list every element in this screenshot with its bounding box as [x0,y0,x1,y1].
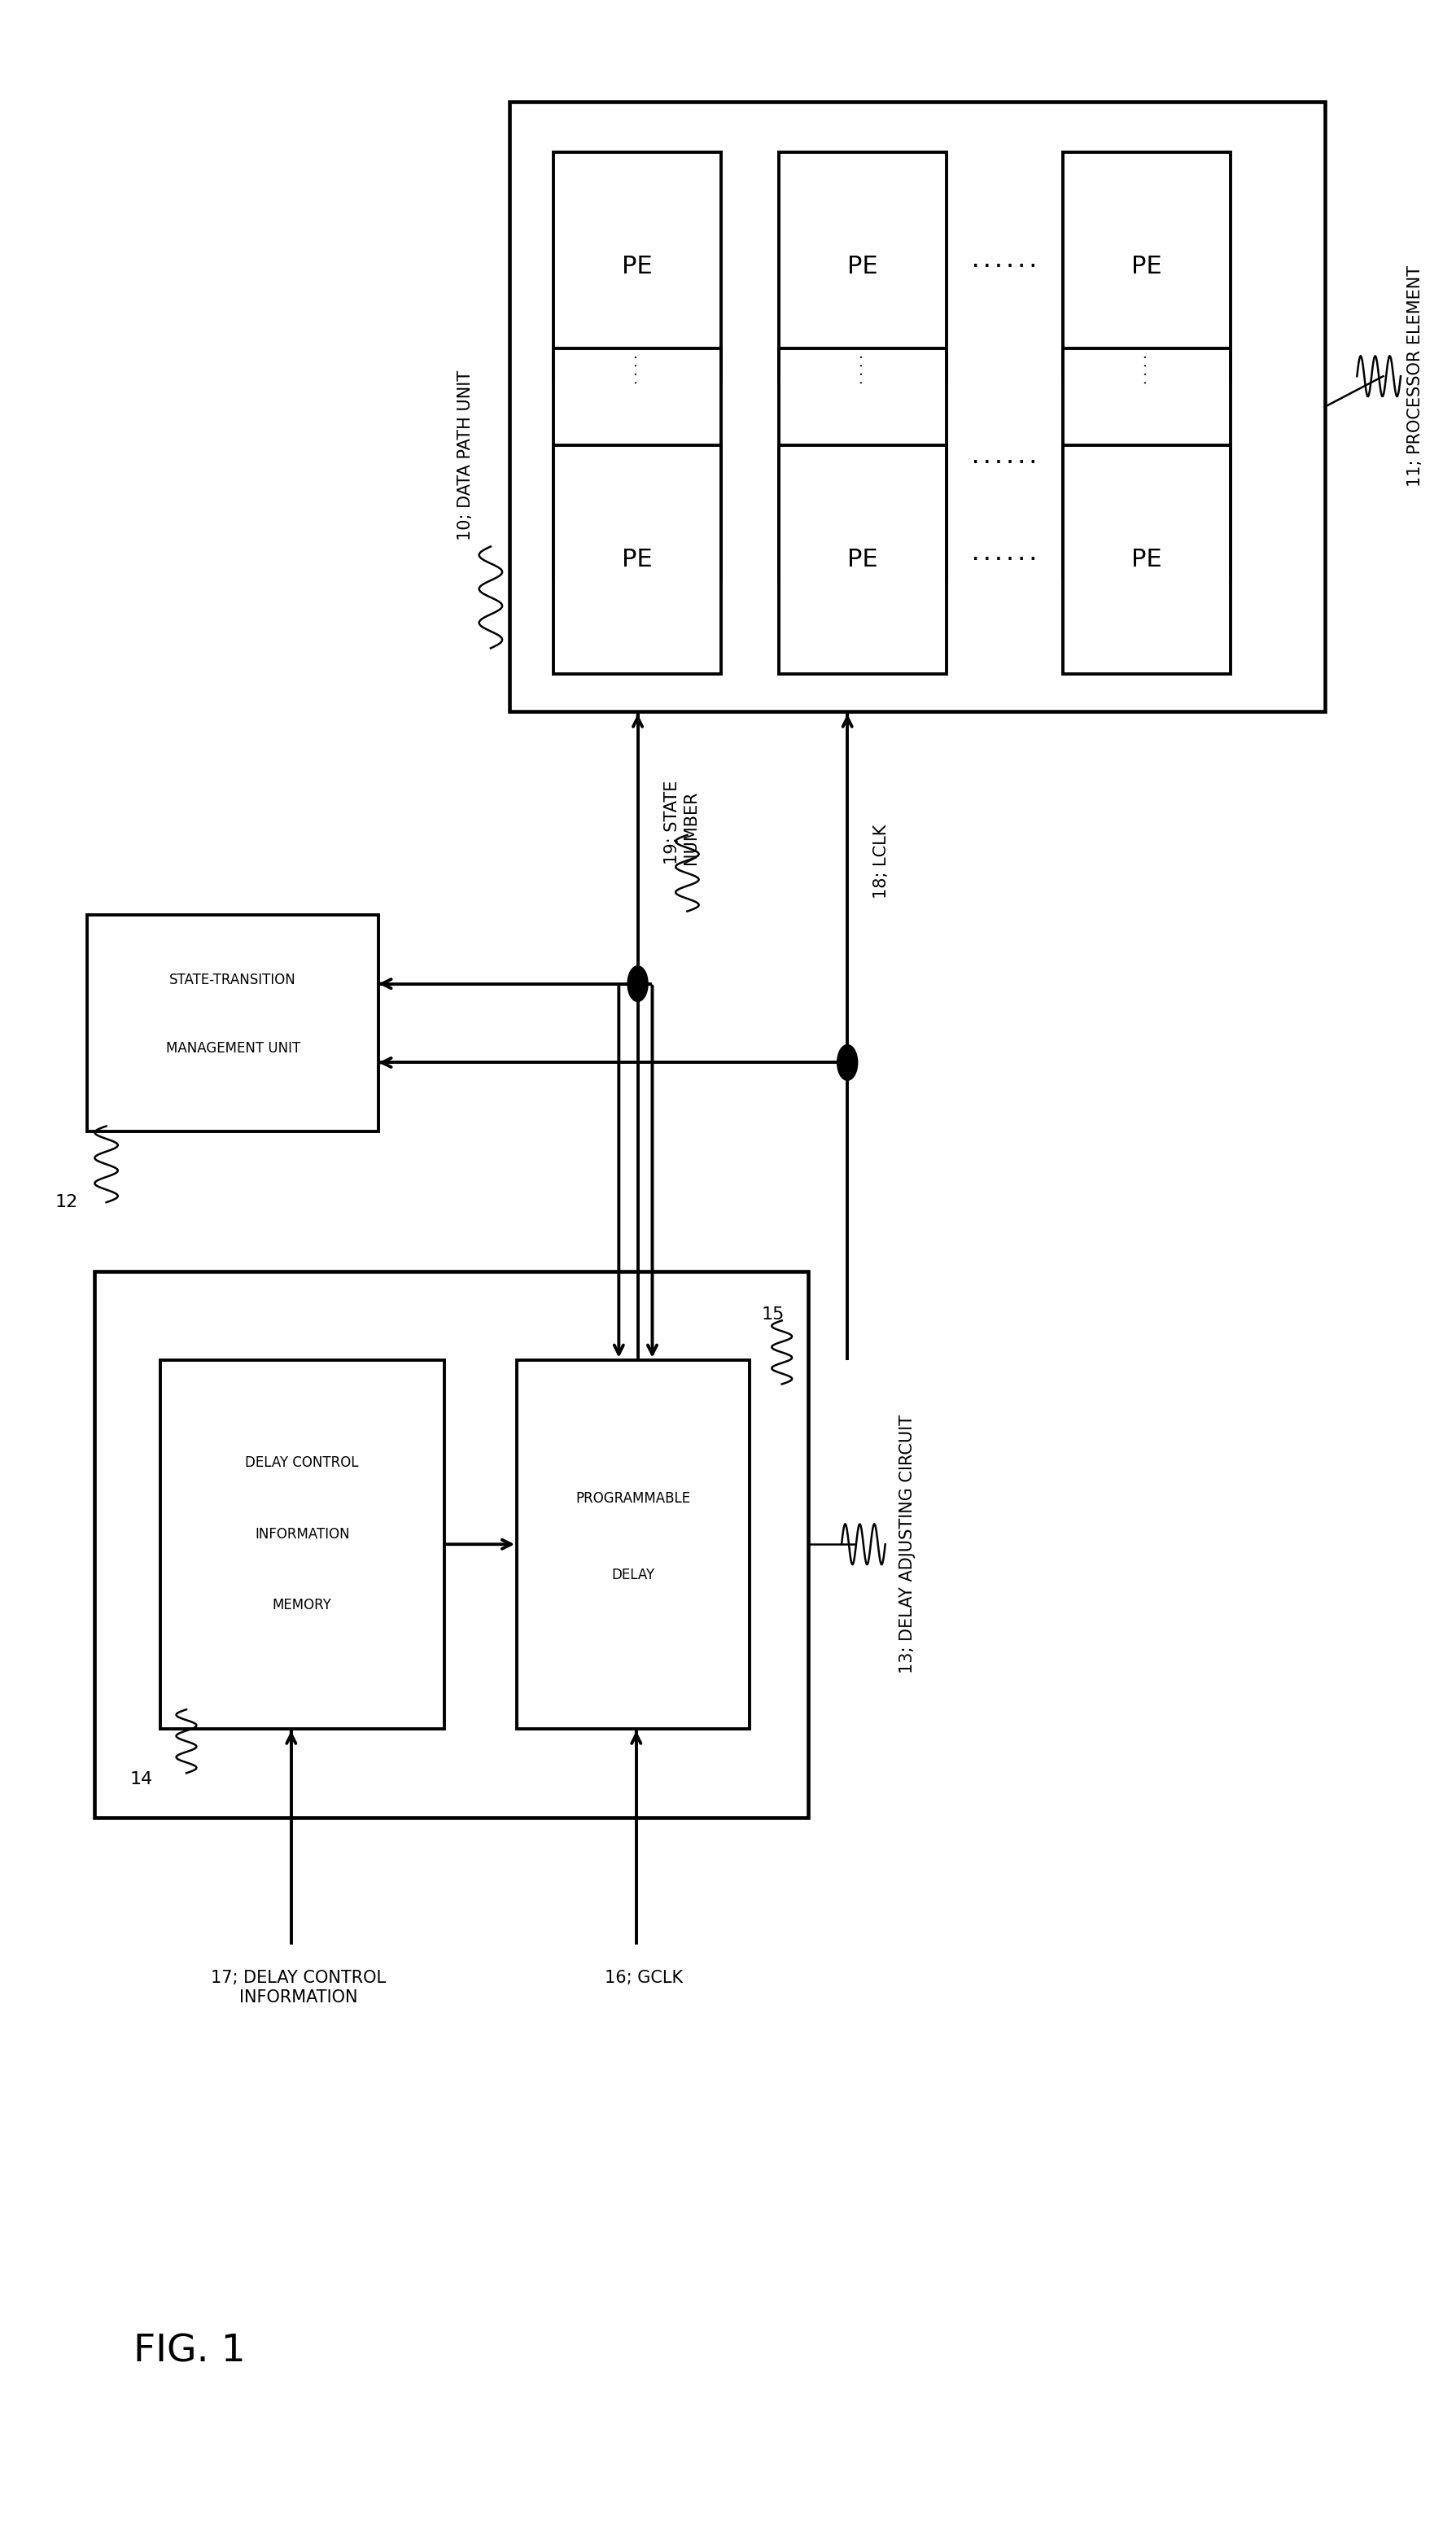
Text: PE: PE [847,547,878,572]
Text: MEMORY: MEMORY [272,1599,332,1612]
Text: · · · · ·: · · · · · [855,346,871,384]
Circle shape [837,1045,858,1080]
Text: 13; DELAY ADJUSTING CIRCUIT: 13; DELAY ADJUSTING CIRCUIT [898,1416,916,1673]
Text: DELAY CONTROL: DELAY CONTROL [246,1457,358,1469]
Text: PE: PE [847,254,878,280]
Text: 15: 15 [761,1307,785,1322]
Text: PE: PE [847,450,878,475]
Bar [553,445,721,674]
Text: 14: 14 [130,1772,153,1787]
Text: DELAY: DELAY [612,1568,655,1581]
Text: PE: PE [622,450,652,475]
Text: · · · · · ·: · · · · · · [973,455,1037,470]
Text: · · · · · ·: · · · · · · [973,552,1037,567]
Text: PE: PE [622,547,652,572]
Bar [95,1271,808,1818]
Text: 12: 12 [55,1195,79,1210]
Text: MANAGEMENT UNIT: MANAGEMENT UNIT [166,1042,300,1055]
Bar [779,445,946,674]
Text: · · · · · ·: · · · · · · [973,259,1037,275]
Text: INFORMATION: INFORMATION [255,1528,349,1540]
Bar [553,153,721,381]
Text: PE: PE [1131,254,1162,280]
Text: 16; GCLK: 16; GCLK [604,1970,683,1985]
Text: 10; DATA PATH UNIT: 10; DATA PATH UNIT [457,371,475,541]
Text: · · · · ·: · · · · · [629,346,645,384]
Text: FIG. 1: FIG. 1 [134,2334,245,2369]
Text: 18; LCLK: 18; LCLK [874,824,890,900]
Bar [1063,153,1230,381]
Bar [553,348,721,577]
Bar [87,915,379,1131]
Text: PE: PE [1131,547,1162,572]
Bar [1063,348,1230,577]
Bar [517,1360,750,1729]
Bar [1063,445,1230,674]
Text: PROGRAMMABLE: PROGRAMMABLE [577,1492,690,1505]
Text: 11; PROCESSOR ELEMENT: 11; PROCESSOR ELEMENT [1406,264,1424,488]
Bar [779,153,946,381]
Text: STATE-TRANSITION: STATE-TRANSITION [169,974,297,986]
Text: 19; STATE
NUMBER: 19; STATE NUMBER [664,780,699,864]
Bar [510,102,1325,712]
Circle shape [628,966,648,1002]
Bar [160,1360,444,1729]
Text: PE: PE [1131,450,1162,475]
Text: · · · · ·: · · · · · [1139,346,1155,384]
Bar [779,348,946,577]
Text: 17; DELAY CONTROL
INFORMATION: 17; DELAY CONTROL INFORMATION [211,1970,386,2006]
Text: PE: PE [622,254,652,280]
